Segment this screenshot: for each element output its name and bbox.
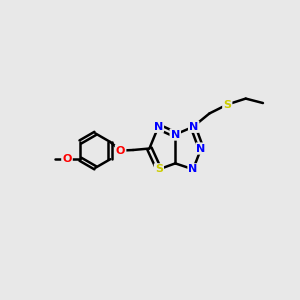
Text: N: N: [188, 164, 198, 174]
Text: N: N: [171, 130, 180, 140]
Text: O: O: [116, 146, 125, 156]
Text: N: N: [189, 122, 198, 132]
Text: S: S: [155, 164, 163, 174]
Text: N: N: [154, 122, 163, 132]
Text: S: S: [223, 100, 231, 110]
Text: N: N: [196, 143, 206, 154]
Text: O: O: [62, 154, 72, 164]
